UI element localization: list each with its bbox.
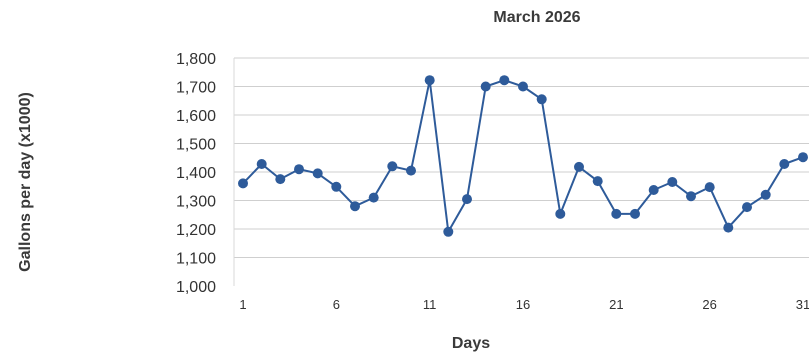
y-tick-label: 1,500 (176, 137, 216, 154)
data-point (350, 201, 360, 212)
data-point (704, 182, 715, 193)
data-point (742, 202, 752, 213)
data-point (424, 75, 435, 86)
y-tick-labels: 1,000 1,100 1,200 1,300 1,400 1,500 1,600 1,700… (176, 51, 216, 296)
data-point (574, 161, 584, 172)
data-point (630, 208, 640, 219)
x-tick-label: 6 (333, 297, 340, 312)
data-points (238, 75, 808, 237)
data-point (686, 191, 696, 202)
data-point (536, 94, 547, 105)
y-axis-label: Gallons per day (x1000) (17, 92, 34, 272)
y-tick-label: 1,800 (176, 51, 216, 68)
data-point (518, 81, 528, 92)
data-point (611, 208, 622, 219)
x-tick-labels: 1 6 11 16 21 26 31 (239, 297, 809, 312)
data-point (331, 181, 342, 192)
y-tick-label: 1,700 (176, 80, 216, 97)
data-point (238, 178, 248, 189)
data-point (256, 159, 267, 169)
data-point (275, 174, 286, 185)
data-point (294, 164, 304, 175)
y-tick-label: 1,000 (176, 279, 216, 296)
data-point (312, 168, 323, 179)
y-tick-label: 1,600 (176, 108, 216, 125)
data-point (592, 176, 603, 187)
y-tick-label: 1,100 (176, 251, 216, 268)
data-point (406, 165, 416, 176)
x-tick-label: 11 (423, 297, 437, 312)
x-tick-label: 21 (609, 297, 623, 312)
data-point (667, 177, 678, 187)
data-point (499, 75, 510, 86)
gridlines (234, 57, 809, 258)
y-tick-label: 1,200 (176, 222, 216, 239)
x-tick-label: 16 (516, 297, 530, 312)
y-tick-label: 1,300 (176, 194, 216, 211)
data-point (779, 159, 790, 169)
x-tick-label: 31 (796, 297, 809, 312)
data-point (555, 208, 566, 219)
data-point (462, 194, 472, 205)
chart-title: March 2026 (493, 9, 580, 26)
data-point (387, 161, 398, 172)
x-axis-label: Days (452, 335, 490, 352)
y-tick-label: 1,400 (176, 165, 216, 182)
x-tick-label: 26 (702, 297, 716, 312)
data-point (648, 185, 659, 195)
data-point (480, 81, 491, 92)
data-point (368, 192, 379, 203)
data-point (798, 152, 808, 163)
series-line (242, 79, 804, 233)
data-point (443, 226, 454, 237)
data-point (760, 189, 771, 200)
data-point (723, 222, 734, 233)
x-tick-label: 1 (239, 297, 246, 312)
